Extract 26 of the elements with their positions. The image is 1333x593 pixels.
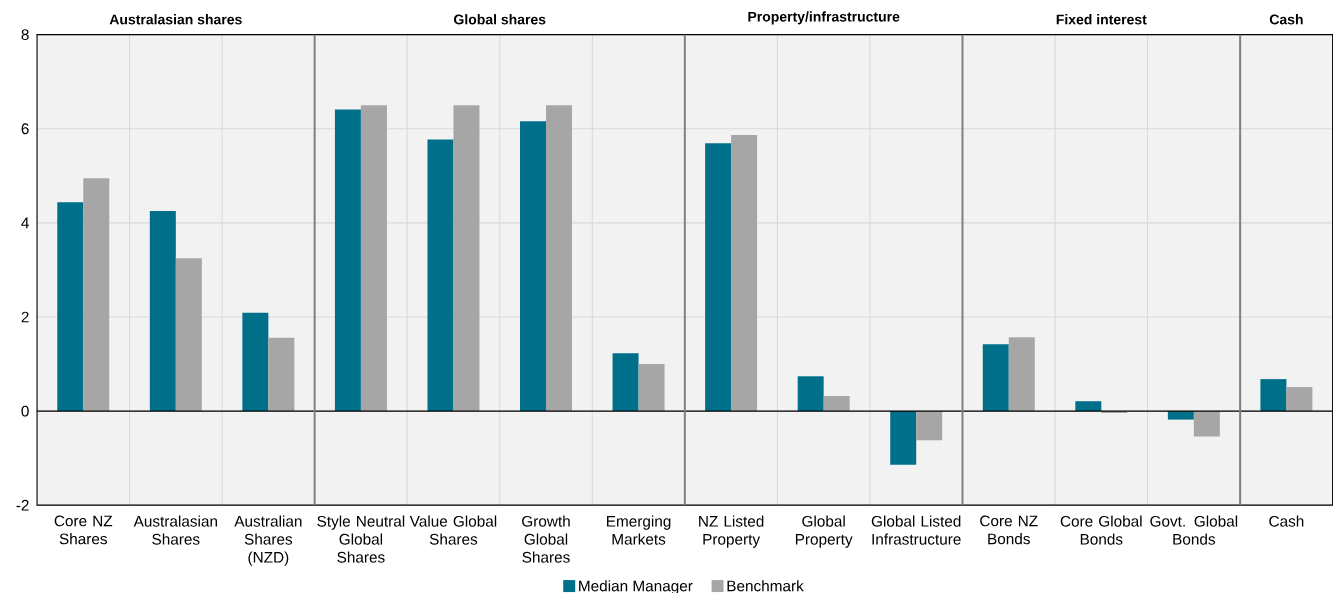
text: Global shares	[454, 14, 546, 25]
y-tick-label: 6	[21, 123, 29, 135]
x-tick-label: Core Global Bonds	[1060, 515, 1142, 545]
x-tick-label: Core NZ Bonds	[980, 515, 1038, 545]
x-tick-label: NZ Listed Property	[699, 515, 764, 548]
y-tick-label: 0	[21, 405, 29, 417]
x-tick-label: Emerging Markets	[607, 515, 671, 545]
legend-label: Benchmark	[727, 580, 804, 592]
y-tick-label: -2	[16, 499, 29, 511]
x-tick-label: Core NZ Shares	[54, 515, 113, 545]
text: Property/infrastructure	[748, 11, 900, 25]
x-tick-label: Global Listed Infrastructure	[871, 515, 961, 545]
x-tick-label: Style Neutral Global Shares	[317, 515, 405, 563]
text: Australasian shares	[109, 14, 242, 25]
x-tick-label: Global Property	[795, 515, 853, 548]
x-tick-label: Growth Global Shares	[522, 515, 570, 563]
y-tick-label: 8	[21, 29, 29, 40]
x-tick-label: Value Global Shares	[409, 515, 497, 545]
y-tick-label: 4	[21, 217, 29, 229]
x-tick-label: Govt. Global Bonds	[1150, 515, 1238, 545]
text: Fixed interest	[1056, 14, 1147, 25]
x-tick-label: Australasian Shares	[133, 515, 217, 545]
x-tick-label: Cash	[1269, 515, 1304, 527]
x-tick-label: Australian Shares (NZD)	[234, 515, 302, 566]
y-tick-label: 2	[21, 311, 29, 323]
text: Cash	[1269, 14, 1303, 25]
